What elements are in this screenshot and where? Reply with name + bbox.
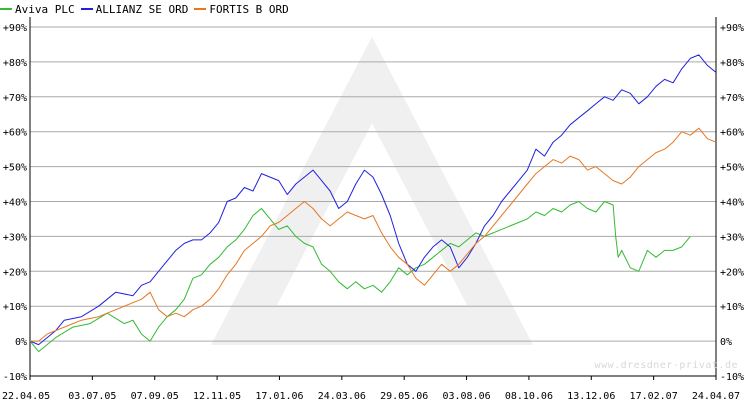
y-tick-label-right: +40% [720,198,744,209]
series-line-1 [29,54,717,346]
x-tick-label: 08.10.06 [505,391,553,402]
y-tick-label-left: +60% [3,128,27,139]
y-tick-label-right: +90% [720,23,744,34]
y-tick-label-left: +70% [3,93,27,104]
y-tick-label-right: 0% [720,337,732,348]
legend-item-aviva: Aviva PLC [0,3,75,16]
y-tick-label-left: -10% [3,372,27,383]
y-tick-label-right: -10% [720,372,744,383]
watermark-text: www.dresdner-privat.de [594,360,738,371]
y-tick-label-left: +40% [3,198,27,209]
legend: Aviva PLC ALLIANZ SE ORD FORTIS B ORD [0,2,293,16]
x-tick-label: 24.03.06 [318,391,366,402]
y-tick-label-right: +50% [720,163,744,174]
series-lines [29,54,717,353]
x-tick-label: 13.12.06 [567,391,615,402]
bank-logo-watermark [210,36,534,345]
x-tick-label: 03.08.06 [442,391,490,402]
y-tick-label-left: +30% [3,232,27,243]
x-tick-label: 03.07.05 [68,391,116,402]
y-tick-label-right: +60% [720,128,744,139]
y-tick-label-right: +70% [720,93,744,104]
y-axis-left: -10% 0% +10% +20% +30% +40% +50% +60% +70% +80% +9… [3,23,27,383]
y-tick-label-left: +90% [3,23,27,34]
x-axis: 22.04.05 03.07.05 07.09.05 12.11.05 17.01.06… [2,376,740,402]
y-tick-label-right: +20% [720,267,744,278]
legend-swatch-fortis [194,8,207,10]
x-tick-label: 22.04.05 [2,391,50,402]
x-tick-label: 17.02.07 [630,391,678,402]
legend-label-allianz: ALLIANZ SE ORD [95,2,189,16]
legend-swatch-aviva [0,8,12,10]
y-tick-label-left: 0% [15,337,27,348]
series-line-0 [29,201,691,353]
y-axis-right: -10% 0% +10% +20% +30% +40% +50% +60% +70% +80% +9… [720,23,744,383]
x-tick-label: 17.01.06 [255,391,303,402]
legend-swatch-allianz [80,8,93,10]
y-tick-label-right: +30% [720,232,744,243]
y-tick-label-left: +80% [3,58,27,69]
x-tick-label: 24.04.07 [692,391,740,402]
y-tick-label-left: +20% [3,267,27,278]
y-tick-label-left: +50% [3,163,27,174]
x-tick-label: 12.11.05 [193,391,241,402]
legend-item-fortis: FORTIS B ORD [194,2,289,16]
x-tick-label: 07.09.05 [131,391,179,402]
y-tick-label-left: +10% [3,302,27,313]
legend-label-aviva: Aviva PLC [15,2,75,16]
series-line-2 [30,127,717,342]
y-tick-label-right: +80% [720,58,744,69]
y-tick-label-right: +10% [720,302,744,313]
legend-item-allianz: ALLIANZ SE ORD [80,2,189,16]
grid-lines [29,17,717,377]
x-tick-label: 29.05.06 [380,391,428,402]
legend-label-fortis: FORTIS B ORD [209,2,289,16]
